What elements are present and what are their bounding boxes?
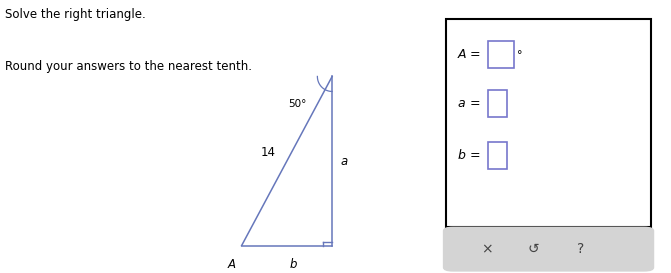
Text: ?: ? bbox=[577, 242, 584, 256]
Text: a: a bbox=[340, 155, 348, 168]
FancyBboxPatch shape bbox=[488, 41, 514, 68]
Text: 50°: 50° bbox=[289, 99, 307, 109]
Text: °: ° bbox=[517, 50, 523, 60]
FancyBboxPatch shape bbox=[488, 90, 507, 117]
Text: ×: × bbox=[480, 242, 493, 256]
Text: A: A bbox=[458, 48, 466, 61]
Text: =: = bbox=[470, 97, 480, 110]
Text: A: A bbox=[227, 258, 236, 271]
Text: =: = bbox=[470, 149, 480, 162]
Text: a: a bbox=[458, 97, 465, 110]
Text: ↺: ↺ bbox=[527, 242, 539, 256]
Text: Solve the right triangle.: Solve the right triangle. bbox=[5, 8, 146, 21]
Text: 14: 14 bbox=[260, 146, 276, 159]
Text: b: b bbox=[458, 149, 466, 162]
FancyBboxPatch shape bbox=[443, 227, 654, 272]
FancyBboxPatch shape bbox=[488, 142, 507, 169]
Text: =: = bbox=[470, 48, 480, 61]
Text: Round your answers to the nearest tenth.: Round your answers to the nearest tenth. bbox=[5, 60, 252, 73]
Text: b: b bbox=[290, 258, 297, 271]
FancyBboxPatch shape bbox=[446, 19, 651, 227]
